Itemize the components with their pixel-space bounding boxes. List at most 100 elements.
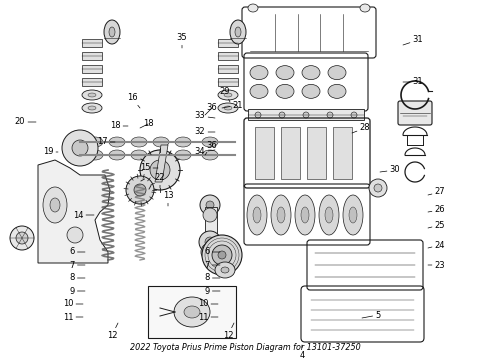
Ellipse shape (43, 187, 67, 223)
FancyBboxPatch shape (398, 101, 432, 125)
Text: 18: 18 (140, 120, 153, 129)
Text: 26: 26 (428, 206, 445, 215)
Text: 5: 5 (362, 310, 381, 320)
Bar (82, 39, 102, 47)
Ellipse shape (104, 20, 120, 44)
Ellipse shape (184, 306, 200, 318)
Ellipse shape (203, 208, 217, 222)
Text: 19: 19 (43, 148, 58, 157)
Ellipse shape (349, 207, 357, 223)
Ellipse shape (174, 297, 210, 327)
Ellipse shape (88, 106, 96, 110)
Ellipse shape (302, 66, 320, 80)
Ellipse shape (255, 112, 261, 118)
Ellipse shape (248, 4, 258, 12)
Ellipse shape (303, 112, 309, 118)
Ellipse shape (175, 150, 191, 160)
Text: 1: 1 (0, 359, 1, 360)
Ellipse shape (271, 195, 291, 235)
Ellipse shape (276, 66, 294, 80)
Ellipse shape (201, 243, 219, 261)
Ellipse shape (16, 232, 28, 244)
Text: 27: 27 (428, 188, 445, 197)
Text: 20: 20 (15, 117, 36, 126)
Text: 6: 6 (204, 248, 220, 256)
Text: 3: 3 (0, 359, 1, 360)
Text: 2022 Toyota Prius Prime Piston Diagram for 13101-37250: 2022 Toyota Prius Prime Piston Diagram f… (130, 343, 360, 352)
Ellipse shape (369, 179, 387, 197)
Ellipse shape (319, 195, 339, 235)
Ellipse shape (140, 150, 180, 190)
Ellipse shape (253, 207, 261, 223)
Text: 22: 22 (155, 174, 165, 188)
Bar (205, 207, 217, 242)
Text: 11: 11 (63, 312, 83, 321)
Text: 35: 35 (177, 33, 187, 48)
Ellipse shape (218, 103, 238, 113)
Text: 7: 7 (204, 261, 220, 270)
Text: 4: 4 (299, 345, 305, 360)
Ellipse shape (88, 93, 96, 97)
Ellipse shape (131, 137, 147, 147)
Ellipse shape (250, 66, 268, 80)
Text: 21: 21 (222, 100, 243, 109)
Ellipse shape (351, 112, 357, 118)
Ellipse shape (230, 20, 246, 44)
Text: 28: 28 (352, 123, 370, 133)
Text: 31: 31 (403, 36, 423, 45)
Bar (82, 52, 102, 60)
Ellipse shape (327, 112, 333, 118)
Ellipse shape (224, 106, 232, 110)
Text: 30: 30 (380, 166, 400, 175)
Ellipse shape (218, 90, 238, 100)
Text: 12: 12 (223, 323, 234, 339)
Text: 31: 31 (403, 77, 423, 86)
Text: 23: 23 (428, 261, 445, 270)
Ellipse shape (328, 84, 346, 98)
Ellipse shape (87, 137, 103, 147)
Ellipse shape (62, 130, 98, 166)
Ellipse shape (202, 137, 218, 147)
Text: 13: 13 (163, 192, 173, 206)
Text: 7: 7 (69, 261, 85, 270)
Ellipse shape (175, 137, 191, 147)
Polygon shape (155, 145, 168, 182)
Text: 17: 17 (97, 138, 115, 147)
Ellipse shape (50, 198, 60, 212)
Text: 14: 14 (73, 211, 94, 220)
Ellipse shape (221, 267, 229, 273)
Text: 36: 36 (205, 104, 218, 115)
Ellipse shape (218, 251, 226, 259)
Ellipse shape (150, 160, 170, 180)
Ellipse shape (215, 262, 235, 278)
Polygon shape (38, 160, 110, 263)
Text: 9: 9 (70, 287, 85, 296)
Ellipse shape (109, 137, 125, 147)
Text: 6: 6 (69, 248, 85, 256)
Text: 15: 15 (140, 163, 158, 172)
Text: 33: 33 (195, 112, 215, 121)
Ellipse shape (10, 226, 34, 250)
Ellipse shape (153, 150, 169, 160)
Ellipse shape (328, 66, 346, 80)
Ellipse shape (301, 207, 309, 223)
Ellipse shape (202, 150, 218, 160)
Ellipse shape (126, 176, 154, 204)
Ellipse shape (199, 231, 221, 253)
Text: 12: 12 (107, 323, 118, 339)
Ellipse shape (202, 235, 242, 275)
Ellipse shape (82, 90, 102, 100)
Bar (281, 127, 300, 179)
Bar (82, 78, 102, 86)
Ellipse shape (250, 84, 268, 98)
Ellipse shape (153, 137, 169, 147)
Ellipse shape (200, 195, 220, 215)
Text: 11: 11 (198, 312, 218, 321)
Ellipse shape (343, 195, 363, 235)
Bar (148, 286, 236, 338)
Text: 9: 9 (204, 287, 220, 296)
Ellipse shape (82, 103, 102, 113)
Ellipse shape (109, 150, 125, 160)
Bar (248, 109, 364, 120)
Text: 16: 16 (127, 94, 140, 108)
